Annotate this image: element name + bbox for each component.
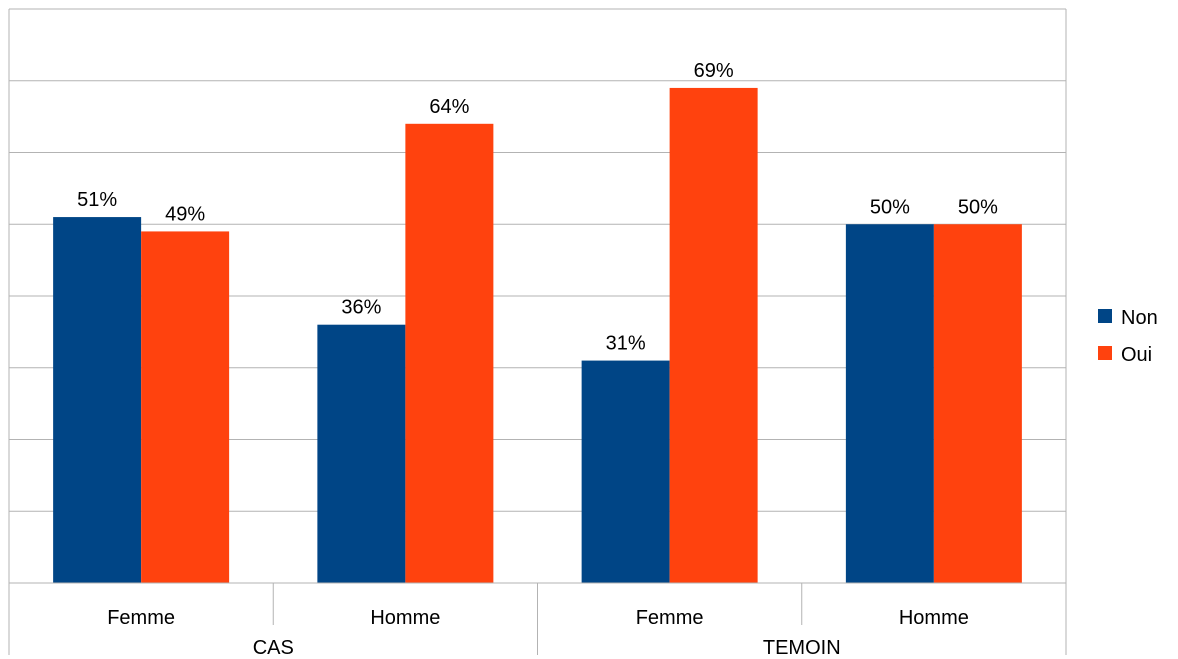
- value-label-non: 31%: [606, 333, 646, 355]
- legend-label-non: Non: [1121, 307, 1158, 329]
- value-label-non: 51%: [77, 189, 117, 211]
- bar-non: [845, 224, 934, 583]
- x-group-label: CAS: [253, 637, 294, 659]
- legend: Non Oui: [1098, 307, 1158, 366]
- bars: [53, 87, 1022, 584]
- bar-non: [53, 217, 142, 583]
- legend-swatch-oui: [1098, 346, 1112, 360]
- x-tick-label: Femme: [107, 607, 175, 629]
- legend-label-oui: Oui: [1121, 344, 1152, 366]
- bar-oui: [141, 231, 230, 584]
- category-axis: Femme Homme Femme Homme CAS TEMOIN: [8, 582, 1067, 659]
- value-labels: 51% 36% 31% 50% 49% 64% 69% 50%: [77, 60, 998, 355]
- value-label-non: 36%: [341, 297, 381, 319]
- x-group-label: TEMOIN: [763, 637, 841, 659]
- value-label-oui: 64%: [429, 96, 469, 118]
- legend-swatch-non: [1098, 309, 1112, 323]
- value-label-oui: 50%: [958, 196, 998, 218]
- value-label-oui: 69%: [694, 60, 734, 82]
- x-tick-label: Homme: [370, 607, 440, 629]
- bar-oui: [933, 224, 1022, 583]
- value-label-non: 50%: [870, 196, 910, 218]
- bar-oui: [405, 123, 494, 584]
- bar-oui: [669, 87, 758, 584]
- x-tick-label: Femme: [636, 607, 704, 629]
- value-label-oui: 49%: [165, 203, 205, 225]
- x-tick-label: Homme: [899, 607, 969, 629]
- bar-non: [581, 360, 670, 583]
- bar-non: [317, 324, 406, 583]
